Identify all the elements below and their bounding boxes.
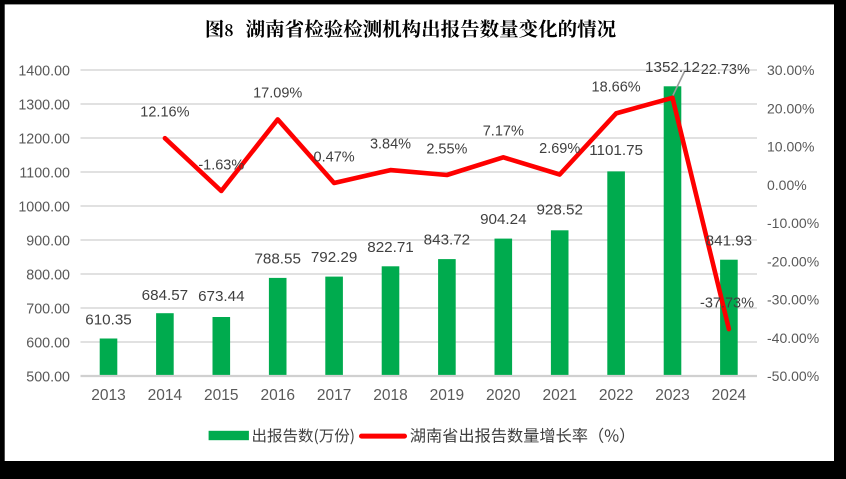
svg-text:792.29: 792.29 (311, 249, 357, 266)
svg-text:30.00%: 30.00% (767, 62, 814, 78)
svg-text:700.00: 700.00 (26, 301, 70, 317)
svg-text:3.84%: 3.84% (370, 136, 411, 152)
svg-text:822.71: 822.71 (367, 239, 413, 256)
svg-text:2023: 2023 (655, 387, 689, 404)
svg-text:800.00: 800.00 (26, 267, 70, 283)
svg-text:788.55: 788.55 (254, 250, 300, 267)
svg-text:2.69%: 2.69% (539, 141, 580, 157)
svg-text:1101.75: 1101.75 (589, 142, 643, 159)
svg-text:841.93: 841.93 (706, 233, 752, 250)
svg-text:600.00: 600.00 (26, 335, 70, 351)
svg-text:1300.00: 1300.00 (18, 97, 70, 113)
svg-text:12.16%: 12.16% (140, 105, 189, 121)
svg-text:610.35: 610.35 (85, 312, 131, 329)
svg-text:673.44: 673.44 (198, 288, 244, 305)
svg-text:500.00: 500.00 (26, 369, 70, 385)
svg-text:17.09%: 17.09% (253, 86, 302, 102)
svg-text:1100.00: 1100.00 (19, 165, 70, 181)
svg-text:-1.63%: -1.63% (198, 157, 244, 173)
svg-text:900.00: 900.00 (26, 233, 70, 249)
svg-text:-37.73%: -37.73% (700, 296, 754, 312)
svg-text:2019: 2019 (430, 387, 464, 404)
svg-text:2018: 2018 (373, 387, 407, 404)
svg-text:2017: 2017 (317, 387, 351, 404)
svg-text:0.47%: 0.47% (314, 149, 355, 165)
svg-text:2024: 2024 (712, 387, 747, 404)
svg-text:1352.12: 1352.12 (645, 59, 700, 76)
svg-text:2016: 2016 (260, 387, 294, 404)
svg-text:-10.00%: -10.00% (767, 215, 819, 231)
svg-text:1000.00: 1000.00 (18, 199, 70, 215)
svg-text:-40.00%: -40.00% (767, 330, 819, 346)
svg-text:22.73%: 22.73% (701, 62, 750, 78)
svg-text:2014: 2014 (148, 387, 183, 404)
svg-text:-30.00%: -30.00% (767, 292, 819, 308)
svg-text:-50.00%: -50.00% (767, 368, 819, 384)
svg-text:2020: 2020 (486, 387, 521, 404)
svg-text:2021: 2021 (542, 387, 576, 404)
svg-text:1400.00: 1400.00 (18, 63, 70, 79)
svg-text:1200.00: 1200.00 (18, 131, 70, 147)
svg-text:20.00%: 20.00% (767, 100, 814, 116)
svg-text:843.72: 843.72 (424, 232, 470, 249)
svg-text:-20.00%: -20.00% (767, 253, 819, 269)
svg-text:7.17%: 7.17% (483, 124, 524, 140)
svg-text:904.24: 904.24 (480, 211, 526, 228)
svg-text:2015: 2015 (204, 387, 238, 404)
svg-text:2013: 2013 (91, 387, 125, 404)
svg-text:2022: 2022 (599, 387, 633, 404)
svg-text:928.52: 928.52 (536, 202, 582, 219)
svg-text:18.66%: 18.66% (592, 80, 641, 96)
svg-text:2.55%: 2.55% (426, 141, 467, 157)
svg-text:10.00%: 10.00% (767, 139, 814, 155)
svg-text:684.57: 684.57 (142, 287, 188, 304)
svg-text:0.00%: 0.00% (767, 177, 807, 193)
